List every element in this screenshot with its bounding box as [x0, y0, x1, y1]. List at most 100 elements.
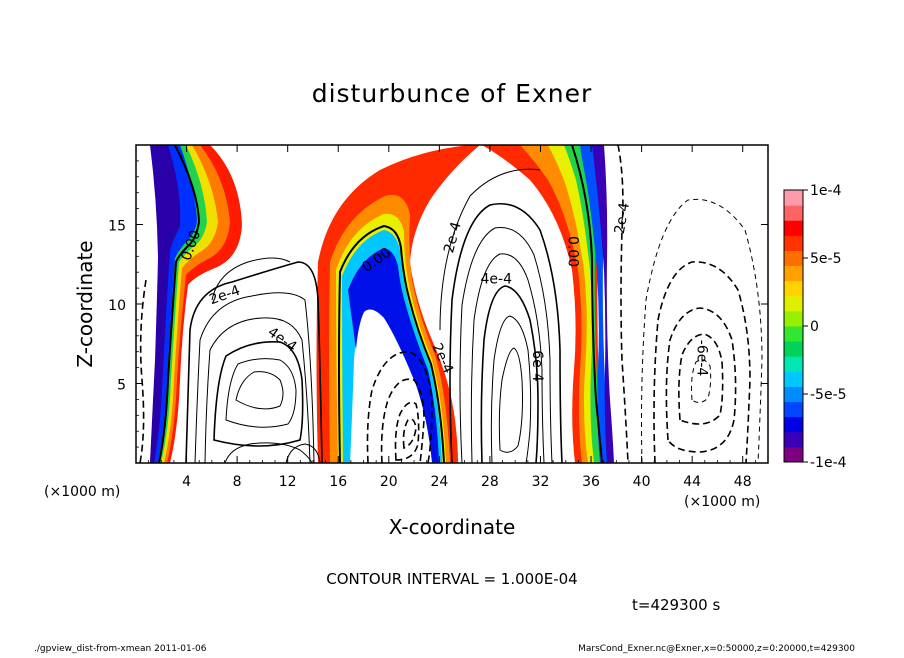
- colorbar-tick-label: 1e-4: [810, 183, 842, 199]
- contour-negative-center-1: [366, 351, 433, 463]
- colorbar-segment: [784, 295, 803, 312]
- contour-negative-right-2: [641, 198, 763, 463]
- contour-positive-left-2: [194, 292, 315, 463]
- contour-label-group: 4e-4: [480, 272, 512, 288]
- contour-label: 0.00: [564, 236, 580, 267]
- contour-label-group: 4e-4: [265, 324, 300, 355]
- colorbar-tick-label: -1e-4: [810, 455, 847, 471]
- y-tick-label: 15: [108, 219, 126, 235]
- contour-positive-left-4: [213, 340, 304, 447]
- contour-positive-left-3: [204, 317, 311, 463]
- x-tick-label: 44: [683, 474, 701, 490]
- contour-negative-center-2: [380, 378, 425, 463]
- contour-negative-right-5: [678, 333, 724, 425]
- contour-positive-right-6: [498, 347, 523, 453]
- colorbar-segment: [784, 341, 803, 357]
- colorbar-segment: [784, 326, 803, 342]
- contour-positive-right-1: [449, 203, 563, 463]
- contour-label: 6e-4: [529, 350, 545, 382]
- y-tick-label: 10: [108, 298, 126, 314]
- contour-label-group: 2e-4: [612, 201, 633, 235]
- y-axis-title: Z-coordinate: [73, 240, 97, 367]
- footer-right: MarsCond_Exner.nc@Exner,x=0:50000,z=0:20…: [578, 644, 855, 654]
- colorbar-segment: [784, 235, 803, 251]
- contour-label-group: -6e-4: [693, 340, 709, 377]
- colorbar-segment: [784, 265, 803, 282]
- colorbar-segment: [784, 205, 803, 221]
- colorbar-segment: [784, 386, 803, 403]
- chart-title: disturbunce of Exner: [312, 79, 593, 108]
- contour-negative-right-1: [617, 145, 629, 463]
- contour-positive-right-5: [490, 315, 532, 463]
- contour-zero-right: [571, 145, 603, 463]
- contour-label: 2e-4: [441, 220, 465, 255]
- x-axis-ticks: 4 8 12 16 20 24 28 32 36 40 44 48: [135, 145, 769, 490]
- filled-band-negative-center: [348, 248, 439, 463]
- colorbar-segment: [784, 190, 803, 206]
- contour-positive-left-7: [224, 442, 313, 463]
- contour-positive-right-2: [459, 227, 553, 463]
- colorbar-segment: [784, 280, 803, 297]
- x-tick-label: 12: [279, 474, 297, 490]
- colorbar-segment: [784, 250, 803, 267]
- x-tick-label: 8: [233, 474, 242, 490]
- x-tick-label: 32: [532, 474, 550, 490]
- x-tick-label: 24: [430, 474, 448, 490]
- contour-negative-center-4: [402, 418, 417, 450]
- contour-zero-left: [158, 145, 201, 463]
- contour-label: 2e-4: [207, 282, 242, 308]
- x-axis-title: X-coordinate: [389, 515, 516, 539]
- contour-positive-right-4: [480, 285, 539, 463]
- contour-negative-center-3: [394, 401, 420, 461]
- colorbar-segment: [784, 431, 803, 448]
- colorbar-segment: [784, 371, 803, 387]
- x-tick-label: 36: [582, 474, 600, 490]
- contour-negative-right-6: [691, 359, 712, 404]
- contour-positive-right-3: [470, 253, 545, 463]
- x-tick-label: 20: [380, 474, 398, 490]
- contour-label-group: 6e-4: [529, 350, 545, 382]
- colorbar-segment: [784, 310, 803, 327]
- filled-band-deep-negative-left: [150, 145, 181, 463]
- colorbar-tick-label: -5e-5: [810, 387, 847, 403]
- contour-positive-right-7: [439, 168, 541, 331]
- filled-band-negative-right: [580, 145, 612, 463]
- contour-zero-center: [338, 224, 445, 463]
- colorbar-segment: [784, 446, 803, 463]
- colorbar: [784, 190, 803, 463]
- x-tick-label: 28: [481, 474, 499, 490]
- contour-positive-left-8: [285, 443, 321, 463]
- contour-negative-right-3: [653, 261, 751, 463]
- contour-label-group: 0.00: [564, 236, 580, 267]
- time-text: t=429300 s: [632, 596, 720, 614]
- x-tick-label: 16: [329, 474, 347, 490]
- colorbar-segment: [784, 401, 803, 418]
- contour-positive-left-6: [235, 371, 284, 410]
- colorbar-tick-label: 5e-5: [810, 251, 841, 267]
- colorbar-ticks: 1e-4 5e-5 0 -5e-5 -1e-4: [803, 183, 847, 471]
- x-unit-label-right: (×1000 m): [684, 494, 760, 510]
- footer-left: ./gpview_dist-from-xmean 2011-01-06: [34, 644, 207, 654]
- colorbar-tick-label: 0: [810, 319, 819, 335]
- y-axis-ticks: 5 10 15: [108, 160, 768, 448]
- contour-positive-left-1: [185, 261, 323, 463]
- contour-positive-left-9: [211, 257, 291, 301]
- colorbar-segment: [784, 416, 803, 433]
- contour-negative-left-edge: [139, 279, 147, 463]
- x-tick-label: 40: [633, 474, 651, 490]
- filled-band-deep-negative-right: [592, 145, 614, 463]
- y-tick-label: 5: [117, 378, 126, 394]
- x-tick-label: 4: [182, 474, 191, 490]
- contour-negative-right-4: [665, 307, 737, 453]
- x-tick-label: 48: [734, 474, 752, 490]
- contour-label: 2e-4: [612, 201, 633, 235]
- contour-label: 4e-4: [480, 272, 512, 288]
- contour-label: -6e-4: [693, 340, 709, 377]
- contour-interval-text: CONTOUR INTERVAL = 1.000E-04: [326, 570, 577, 588]
- colorbar-segment: [784, 220, 803, 236]
- contour-label-group: 2e-4: [441, 220, 465, 255]
- colorbar-segment: [784, 356, 803, 372]
